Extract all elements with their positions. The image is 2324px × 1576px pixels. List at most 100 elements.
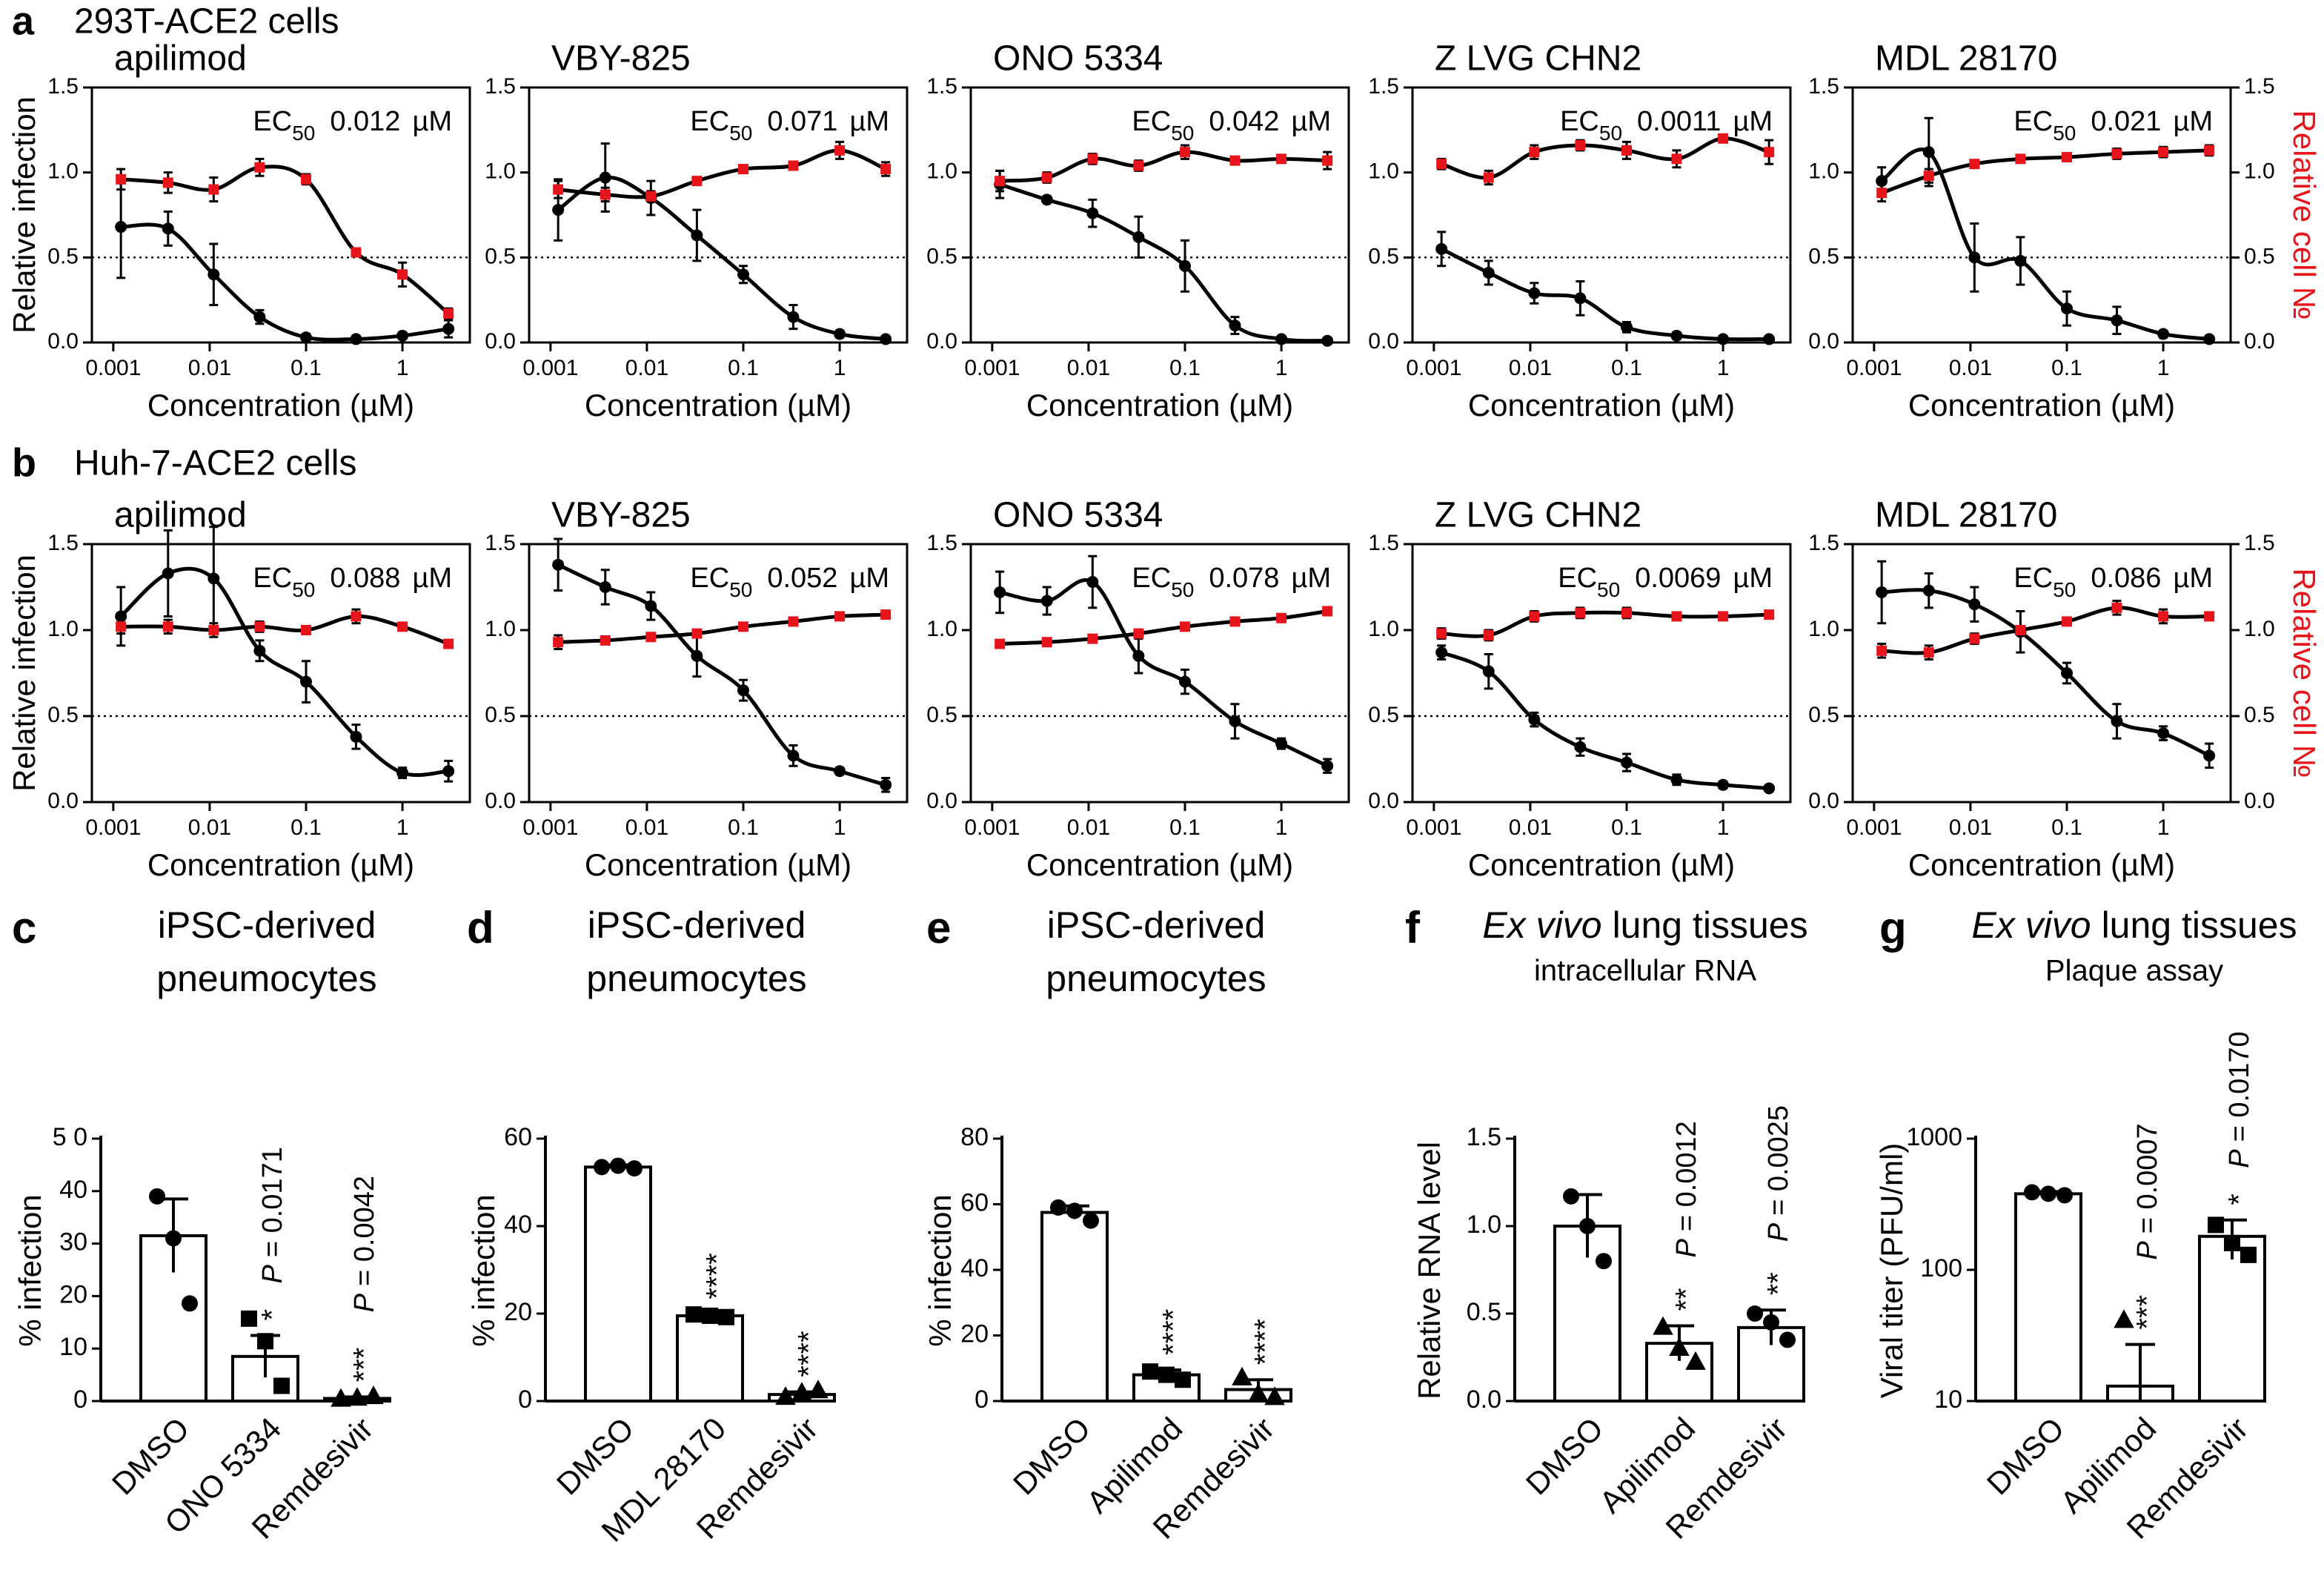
x-tick-label: 0.01 [1509, 356, 1552, 380]
text-part: 0.078 [1209, 563, 1279, 594]
marker [1087, 153, 1098, 165]
marker [1717, 333, 1730, 345]
text-part: EC [1132, 563, 1171, 594]
marker [1087, 633, 1098, 644]
y-tick-label: 0.5 [485, 703, 516, 727]
marker [1923, 170, 1934, 182]
x-tick-label: 1 [1717, 815, 1730, 840]
y-tick-label: 1.0 [1808, 617, 1839, 641]
marker [880, 609, 892, 620]
panel-title: pneumocytes [156, 958, 376, 999]
significance-stars: **** [1249, 1319, 1282, 1365]
text-part: µM [1733, 563, 1773, 594]
y-tick-label: 1.0 [926, 617, 957, 641]
marker [149, 1188, 165, 1205]
p-value: P = 0.0012 [1671, 1121, 1702, 1257]
y-tick-label: 1.5 [1808, 531, 1839, 555]
x-tick-label: 0.1 [1611, 815, 1642, 840]
marker [208, 184, 219, 195]
y-tick-label: 0.5 [926, 244, 957, 268]
ec50-label: EC50 0.052 µM [690, 563, 889, 601]
marker [1596, 1253, 1612, 1270]
marker [1133, 628, 1144, 639]
marker [994, 586, 1006, 598]
section-title: 293T-ACE2 cells [74, 2, 339, 42]
marker [718, 1308, 734, 1325]
text-part: 50 [1171, 122, 1194, 145]
y-tick-label: 100 [1920, 1254, 1962, 1282]
marker [1923, 647, 1934, 658]
marker [208, 268, 220, 281]
panel-title: MDL 28170 [1875, 496, 2057, 535]
marker [2158, 611, 2169, 622]
marker [1483, 629, 1494, 640]
fit-curve [999, 578, 1329, 768]
x-axis-label: Concentration (µM) [1026, 847, 1293, 882]
plot-frame [969, 543, 1350, 804]
marker [2062, 616, 2073, 627]
fit-curve [119, 566, 449, 777]
marker [834, 611, 846, 622]
marker [1763, 1314, 1779, 1331]
marker [1579, 1218, 1596, 1234]
text-part: 0.052 [767, 563, 837, 594]
marker [1158, 1366, 1175, 1383]
fit-curve [1441, 247, 1770, 342]
marker [1876, 586, 1888, 598]
marker [1041, 172, 1052, 183]
significance-stars: **** [793, 1331, 826, 1377]
y-tick-label: 0 [518, 1385, 532, 1414]
p-value: P = 0.0171 [257, 1147, 288, 1283]
marker [834, 328, 846, 340]
x-axis-label: Concentration (µM) [1468, 847, 1735, 882]
panel-title: Z LVG CHN2 [1435, 39, 1641, 79]
marker [1175, 1371, 1191, 1388]
marker [182, 1295, 198, 1312]
x-tick-label: 0.1 [290, 815, 322, 840]
panel-title: MDL 28170 [1875, 39, 2057, 79]
marker [610, 1157, 626, 1174]
text-part: Ex vivo [1482, 904, 1601, 946]
marker [1040, 193, 1053, 206]
x-tick-label: 1 [2157, 356, 2170, 380]
marker [737, 684, 750, 697]
plot-frame [1411, 543, 1792, 804]
y-axis-label: Relative RNA level [1412, 1142, 1447, 1400]
ec50-label: EC50 0.088 µM [253, 563, 452, 601]
marker [2114, 1309, 2134, 1328]
x-tick-label: 0.1 [290, 356, 322, 380]
marker [1764, 147, 1775, 158]
marker [1483, 172, 1494, 183]
text-part: = 0.0042 [349, 1176, 380, 1286]
marker [600, 635, 611, 646]
plot-frame [90, 543, 471, 804]
x-tick-label: 0.001 [964, 815, 1020, 840]
significance-stars: * [2223, 1193, 2256, 1205]
marker [2111, 314, 2123, 327]
x-tick-label: 1 [1275, 356, 1288, 380]
text-part: 50 [2053, 578, 2076, 601]
panel-title: iPSC-derived [1047, 904, 1266, 946]
marker [165, 1230, 182, 1247]
marker [1179, 675, 1192, 688]
marker [443, 308, 454, 319]
text-part: 0.086 [2091, 563, 2161, 594]
marker [1180, 147, 1191, 158]
marker [2111, 602, 2122, 613]
marker [645, 600, 657, 612]
marker [2208, 1216, 2224, 1234]
marker [1275, 738, 1288, 750]
y-tick-label: 80 [960, 1123, 989, 1151]
x-tick-label: 0.01 [625, 815, 668, 840]
marker [738, 164, 749, 175]
x-axis-label: Concentration (µM) [1026, 388, 1293, 423]
marker [1574, 741, 1587, 753]
plot-frame [528, 86, 909, 344]
x-tick-label: 0.01 [625, 356, 668, 380]
y2-tick-label: 1.5 [2244, 531, 2275, 555]
y-tick-label: 1.0 [1808, 159, 1839, 184]
y-tick-label: 0.0 [47, 789, 79, 813]
p-value: P = 0.0007 [2132, 1123, 2163, 1259]
plot-frame [528, 543, 909, 804]
y-tick-label: 0.5 [1808, 703, 1839, 727]
